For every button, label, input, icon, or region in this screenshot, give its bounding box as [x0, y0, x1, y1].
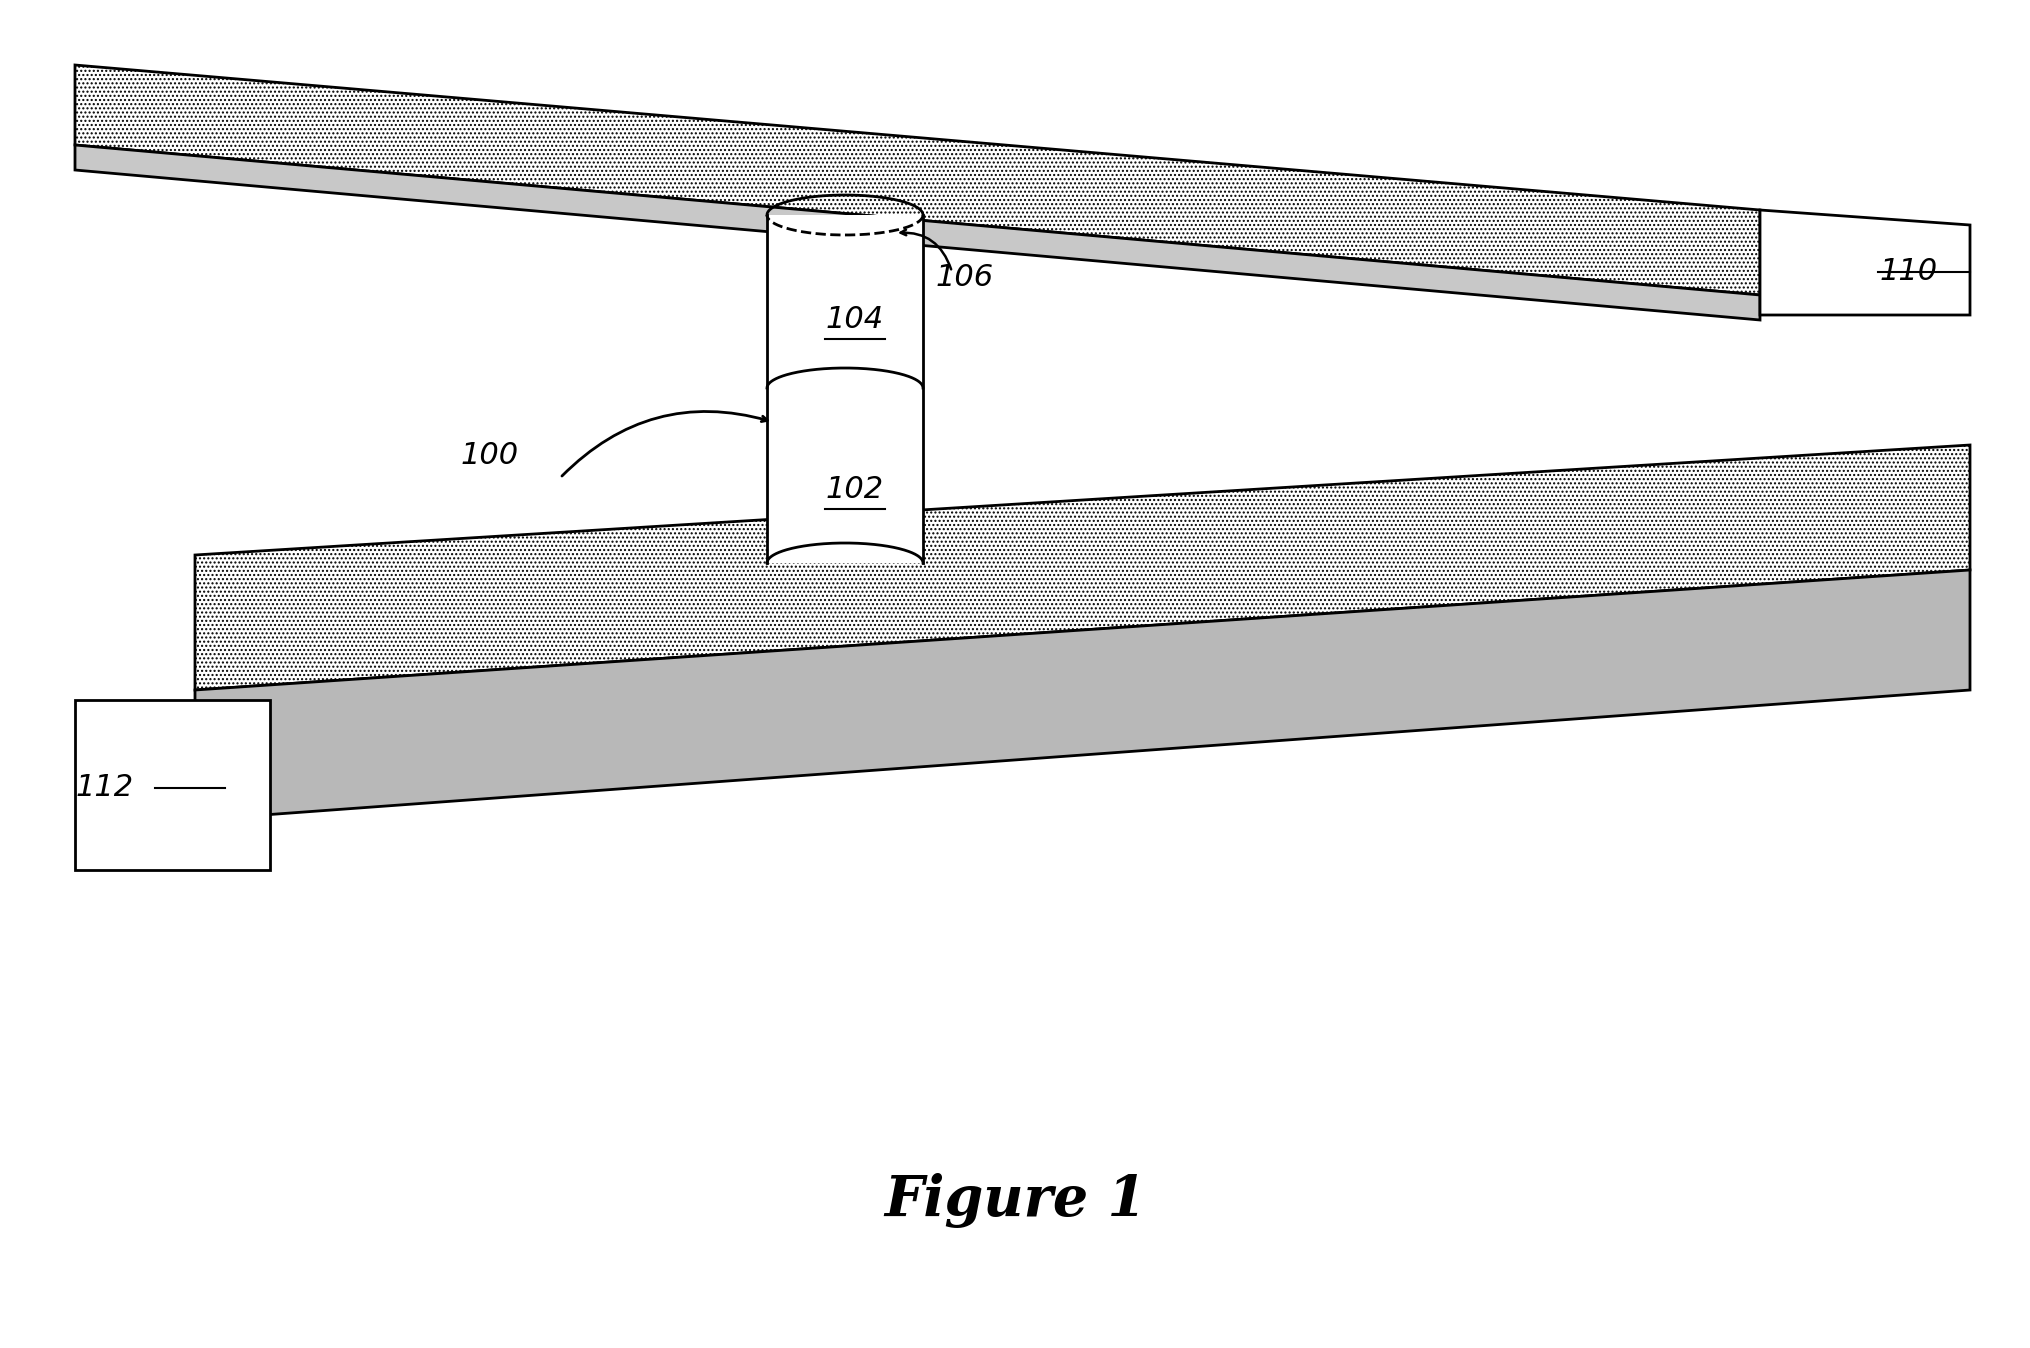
Text: 106: 106 — [936, 263, 995, 293]
Polygon shape — [75, 700, 270, 869]
Polygon shape — [1760, 210, 1969, 315]
Text: 102: 102 — [826, 476, 883, 504]
Text: 110: 110 — [1880, 257, 1939, 287]
Text: 100: 100 — [461, 441, 520, 469]
Text: Figure 1: Figure 1 — [883, 1173, 1147, 1228]
Polygon shape — [75, 146, 1760, 319]
Text: 112: 112 — [75, 774, 134, 802]
Polygon shape — [195, 445, 1969, 690]
Polygon shape — [75, 65, 1760, 295]
Polygon shape — [767, 214, 924, 563]
Text: 104: 104 — [826, 306, 883, 334]
Polygon shape — [195, 570, 1969, 820]
